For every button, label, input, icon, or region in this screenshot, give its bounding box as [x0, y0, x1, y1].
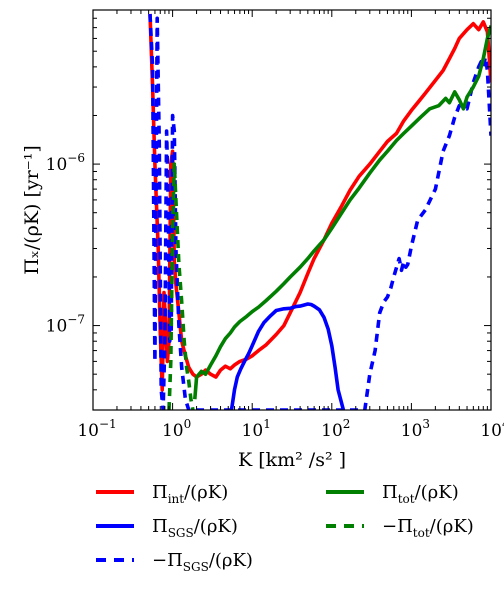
- y-tick-label: 10−7: [46, 313, 85, 337]
- legend-label: ΠSGS/(ρK): [152, 516, 238, 540]
- x-tick-label: 102: [321, 417, 350, 441]
- series-layer: [148, 13, 491, 410]
- series-line-pi-sgs-rhok: [229, 302, 346, 410]
- legend-label: −Πtot/(ρK): [382, 516, 474, 540]
- series-line-neg-pi-tot-rhok: [167, 162, 195, 410]
- series-line-pi-tot-rhok: [193, 25, 491, 400]
- legend-label: −ΠSGS/(ρK): [152, 550, 253, 574]
- series-line-pi-int-rhok: [148, 13, 491, 392]
- x-tick-label: 10−1: [77, 417, 116, 441]
- y-tick-label: 10−6: [46, 151, 85, 175]
- x-axis-label: K [km² /s² ]: [238, 449, 346, 471]
- y-axis-label: Πₓ/(ρK) [yr⁻¹]: [21, 145, 43, 275]
- legend: Πint/(ρK) Πtot/(ρK) ΠSGS/(ρK) −Πtot/(ρK) −ΠS…: [96, 482, 474, 574]
- legend-label: Πint/(ρK): [152, 482, 228, 506]
- x-tick-label: 100: [162, 417, 191, 441]
- legend-label: Πtot/(ρK): [382, 482, 459, 506]
- plot-frame: [92, 9, 492, 411]
- x-tick-label: 104: [480, 417, 504, 441]
- x-tick-label: 103: [401, 417, 430, 441]
- tick-layer: 10−1 100 101 102 103 104 10−7 10−6: [46, 10, 504, 441]
- x-tick-label: 101: [242, 417, 271, 441]
